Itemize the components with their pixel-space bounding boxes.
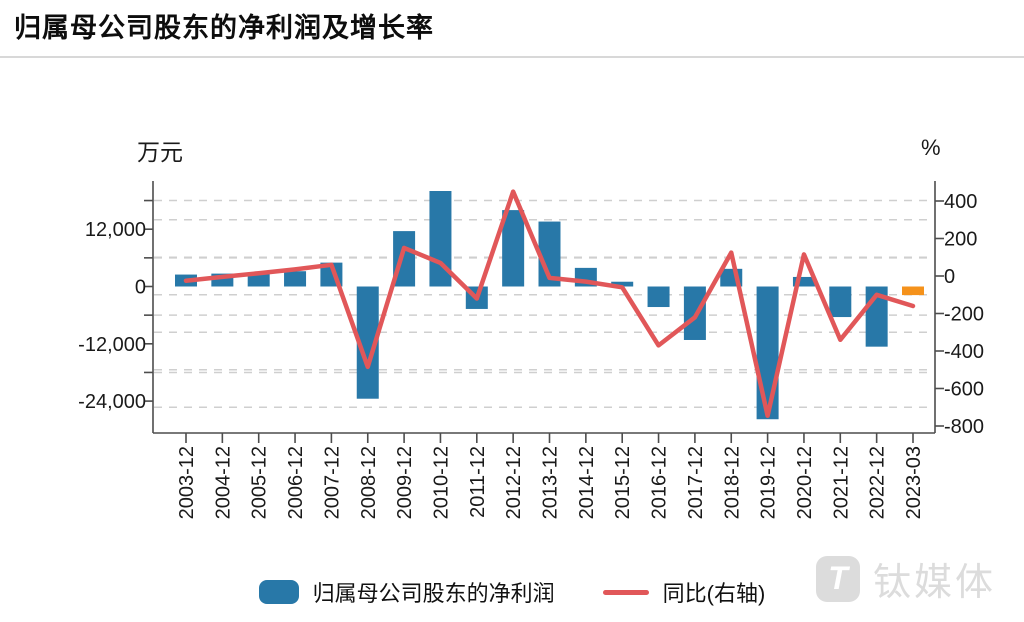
net-profit-bar (247, 273, 270, 287)
right-axis-tick-label: -600 (944, 379, 984, 401)
page-title: 归属母公司股东的净利润及增长率 (14, 13, 434, 43)
legend: 归属母公司股东的净利润 同比(右轴) (0, 570, 1024, 614)
left-axis-tick-label: -12,000 (78, 334, 146, 356)
net-profit-bar (792, 276, 815, 287)
x-axis-label: 2012-12 (503, 446, 525, 519)
x-axis-label: 2016-12 (649, 446, 671, 519)
right-axis-tick-label: -800 (944, 416, 984, 438)
left-axis-unit-label: 万元 (137, 139, 183, 165)
x-axis-label: 2004-12 (212, 446, 234, 519)
title-divider (0, 56, 1024, 58)
x-axis-label: 2013-12 (540, 446, 562, 519)
right-axis-tick-label: 400 (944, 191, 977, 213)
x-axis-label: 2023-03 (903, 446, 925, 519)
x-axis-label: 2007-12 (321, 446, 343, 519)
net-profit-bar (902, 286, 924, 296)
net-profit-bar (611, 281, 634, 287)
x-axis-label: 2011-12 (467, 446, 489, 518)
x-axis-label: 2009-12 (394, 446, 416, 519)
net-profit-bar (502, 210, 525, 287)
x-axis-label: 2003-12 (176, 446, 198, 519)
x-axis-label: 2021-12 (830, 446, 852, 519)
legend-line-label: 同比(右轴) (662, 581, 766, 606)
net-profit-bar (756, 286, 779, 420)
x-axis-label: 2010-12 (430, 446, 452, 519)
x-axis-label: 2006-12 (285, 446, 307, 519)
net-profit-bar (356, 286, 379, 399)
legend-bar-label: 归属母公司股东的净利润 (312, 581, 555, 606)
x-axis-label: 2017-12 (685, 446, 707, 519)
right-axis-tick-label: 0 (944, 266, 955, 288)
x-axis-label: 2018-12 (721, 446, 743, 519)
net-profit-bar (284, 271, 307, 287)
x-axis-label: 2020-12 (794, 446, 816, 519)
right-axis-tick-label: -200 (944, 304, 984, 326)
legend-line-swatch (602, 589, 649, 595)
left-axis-tick-label: 12,000 (85, 219, 146, 241)
x-axis-label: 2008-12 (358, 446, 380, 519)
yoy-line (183, 189, 916, 418)
x-axis-label: 2005-12 (249, 446, 271, 519)
right-axis-tick-label: -400 (944, 341, 984, 363)
x-axis-label: 2022-12 (867, 446, 889, 519)
right-axis-unit-label: % (921, 135, 941, 160)
right-axis-tick-label: 200 (944, 229, 977, 251)
x-axis-label: 2014-12 (576, 446, 598, 519)
x-axis-label: 2015-12 (612, 446, 634, 519)
left-axis-tick-label: -24,000 (78, 391, 146, 413)
left-axis-tick-label: 0 (135, 277, 146, 299)
x-axis-label: 2019-12 (758, 446, 780, 519)
net-profit-bar (829, 286, 852, 318)
legend-bar-swatch (258, 580, 299, 604)
net-profit-bar (647, 286, 670, 308)
